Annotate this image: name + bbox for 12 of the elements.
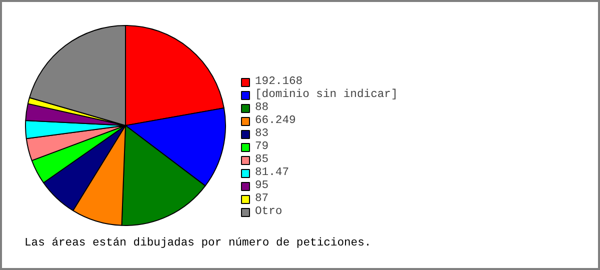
legend-label: 81.47 — [255, 166, 289, 179]
legend-label: 88 — [255, 101, 270, 114]
legend-label: Otro — [255, 205, 282, 218]
legend-label: 79 — [255, 140, 270, 153]
legend-label: 192.168 — [255, 75, 303, 88]
legend-label: 83 — [255, 127, 270, 140]
legend-label: [dominio sin indicar] — [255, 88, 398, 101]
legend-label: 85 — [255, 153, 270, 166]
legend-label: 66.249 — [255, 114, 296, 127]
text: Las áreas están dibujadas por número de peticiones. — [24, 236, 372, 250]
legend-label: 95 — [255, 179, 270, 192]
legend-label: 87 — [255, 192, 270, 205]
